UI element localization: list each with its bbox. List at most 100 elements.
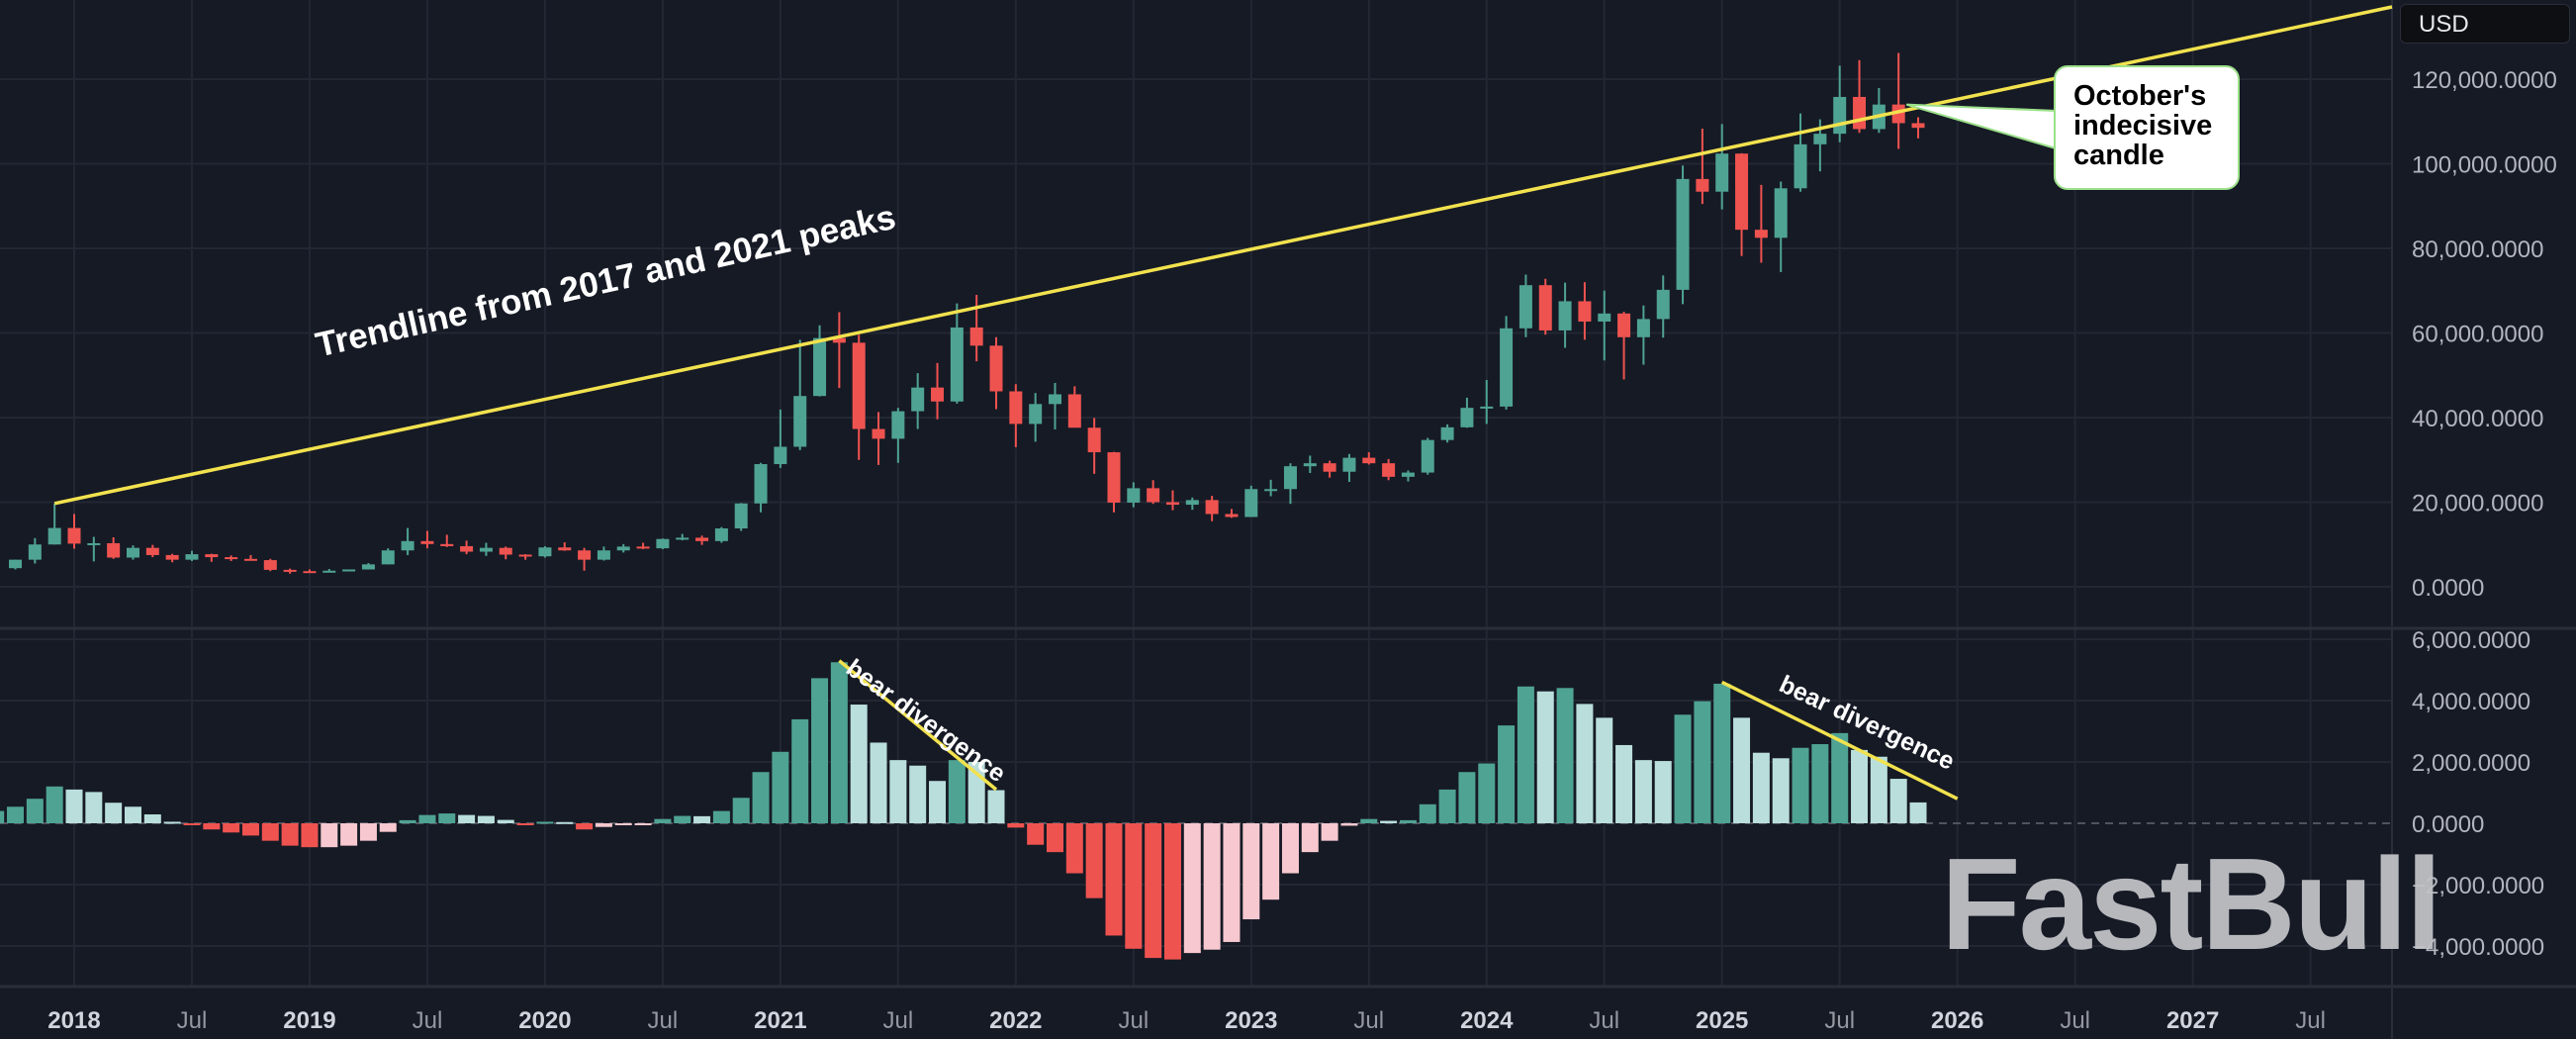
candle-body: [1656, 289, 1670, 320]
candle-body: [1891, 104, 1905, 124]
macd-histogram-bar: [1145, 823, 1162, 959]
candle-body: [28, 544, 42, 560]
macd-histogram-bar: [241, 823, 259, 836]
macd-histogram-bar: [1399, 819, 1417, 823]
callout-line: October's: [2073, 80, 2207, 112]
candle-body: [1205, 500, 1219, 515]
macd-histogram-bar: [1772, 758, 1790, 823]
macd-histogram-bar: [752, 772, 770, 823]
october-candle-callout: October's indecisive candle: [2054, 65, 2240, 190]
macd-histogram-bar: [909, 765, 927, 823]
macd-histogram-bar: [1674, 714, 1692, 823]
macd-histogram-bar: [929, 781, 947, 823]
price-axis-label: 120,000.0000: [2412, 67, 2557, 94]
time-axis-label: 2022: [989, 1007, 1042, 1034]
macd-histogram-bar: [1027, 823, 1045, 845]
macd-histogram-bar: [1105, 823, 1123, 936]
candle-body: [1598, 313, 1611, 322]
candle-body: [1853, 96, 1867, 130]
macd-histogram-bar: [223, 823, 240, 833]
macd-histogram-bar: [105, 803, 123, 823]
candle-body: [1636, 319, 1650, 337]
candle-body: [1735, 153, 1749, 231]
candle-body: [1362, 457, 1376, 464]
candle-body: [1165, 502, 1179, 506]
macd-histogram-bar: [65, 789, 83, 823]
macd-histogram-bar: [614, 823, 632, 825]
time-axis-label: 2024: [1460, 1007, 1514, 1034]
candle-body: [518, 554, 532, 557]
macd-histogram-bar: [477, 815, 495, 823]
price-axis-label: 0.0000: [2412, 575, 2484, 602]
macd-histogram-bar: [948, 760, 966, 823]
candle-body: [676, 537, 690, 540]
candle-body: [1382, 463, 1396, 477]
candle-body: [1147, 488, 1160, 503]
macd-histogram-bar: [26, 799, 44, 823]
macd-histogram-bar: [1615, 744, 1633, 823]
time-axis-label: Jul: [883, 1007, 914, 1034]
candle-body: [1617, 313, 1631, 337]
macd-histogram-bar: [870, 742, 887, 823]
candle-body: [283, 569, 297, 572]
candle-body: [1578, 301, 1592, 322]
macd-histogram-bar: [1360, 818, 1378, 823]
macd-histogram-bar: [1262, 823, 1280, 900]
macd-histogram-bar: [321, 823, 338, 848]
macd-histogram-bar: [576, 823, 594, 830]
macd-histogram-bar: [203, 823, 221, 830]
macd-histogram-bar: [1889, 779, 1907, 823]
macd-histogram-bar: [595, 823, 612, 827]
macd-histogram-bar: [1065, 823, 1083, 874]
macd-histogram-bar: [1203, 823, 1221, 950]
candle-body: [538, 547, 552, 557]
macd-histogram-bar: [732, 798, 750, 823]
candle-body: [303, 571, 317, 574]
candle-body: [1911, 123, 1925, 129]
candle-body: [597, 550, 610, 560]
macd-histogram-bar: [1654, 761, 1672, 823]
candle-body: [1794, 143, 1807, 189]
macd-histogram-bar: [0, 810, 5, 823]
candle-body: [9, 559, 23, 569]
candle-body: [381, 550, 395, 565]
currency-badge[interactable]: USD: [2400, 4, 2570, 44]
macd-histogram-bar: [1478, 763, 1496, 823]
macd-histogram-bar: [163, 821, 181, 824]
candle-body: [1009, 391, 1023, 425]
macd-histogram-bar: [261, 823, 279, 841]
time-axis-label: Jul: [2060, 1007, 2090, 1034]
candle-body: [1283, 466, 1297, 490]
macd-histogram-bar: [1517, 686, 1534, 823]
macd-histogram-bar: [516, 823, 534, 825]
macd-histogram-bar: [1340, 823, 1358, 826]
macd-histogram-bar: [1909, 802, 1927, 823]
candle-body: [793, 396, 807, 447]
macd-histogram-bar: [850, 705, 868, 823]
macd-histogram-bar: [46, 786, 63, 823]
candle-body: [695, 537, 709, 541]
candle-body: [1813, 134, 1827, 144]
candle-body: [911, 387, 925, 412]
candle-body: [1421, 439, 1434, 473]
candle-body: [1460, 408, 1474, 427]
macd-histogram-bar: [1183, 823, 1201, 954]
macd-histogram-bar: [301, 823, 319, 848]
macd-histogram-bar: [340, 823, 358, 846]
macd-histogram-bar: [183, 823, 201, 825]
candle-body: [1342, 457, 1356, 472]
candle-body: [1480, 406, 1494, 409]
candle-body: [499, 547, 512, 555]
trendline: [53, 5, 2393, 506]
bear-divergence-line: [1720, 680, 1959, 801]
candle-body: [1107, 452, 1121, 503]
candle-body: [1715, 153, 1729, 192]
macd-histogram-bar: [1047, 823, 1063, 853]
time-axis-label: 2023: [1225, 1007, 1277, 1034]
macd-histogram-bar: [1831, 732, 1849, 823]
candle-body: [774, 446, 787, 465]
candle-body: [1440, 426, 1454, 440]
macd-histogram-bar: [811, 678, 829, 823]
candle-body: [1244, 489, 1258, 518]
macd-histogram-bar: [497, 819, 514, 823]
